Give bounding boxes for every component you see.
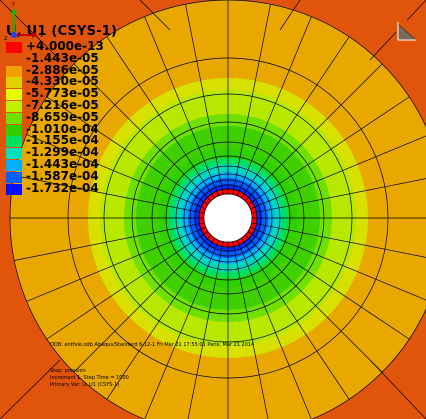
mesh-spoke — [232, 241, 269, 419]
legend-swatch — [6, 136, 22, 148]
mesh-spoke — [14, 222, 205, 261]
legend-entry: -1.155e-04 — [6, 133, 136, 148]
legend-label: -1.587e-04 — [26, 168, 99, 183]
legend-entry: -1.732e-04 — [6, 180, 136, 195]
legend-label: -1.732e-04 — [26, 180, 99, 195]
legend-swatch — [6, 183, 22, 195]
legend-entry: -1.587e-04 — [6, 168, 136, 183]
mesh-spoke — [244, 63, 383, 202]
legend-entry: -1.443e-05 — [6, 50, 136, 65]
mesh-spoke — [241, 36, 350, 199]
mesh-edge — [279, 0, 301, 31]
mesh-spoke — [144, 16, 220, 196]
legend-label: -5.773e-05 — [26, 86, 99, 101]
triad-z-label: Z — [4, 36, 8, 42]
legend-label: +4.000e-13 — [26, 39, 104, 53]
mesh-spoke — [236, 240, 312, 419]
legend-entry: -7.216e-05 — [6, 98, 136, 112]
mesh-spoke — [247, 96, 410, 205]
view-cube-icon — [396, 20, 418, 42]
mesh-spoke — [14, 175, 205, 214]
triad-x-label: X — [40, 33, 44, 39]
axis-triad-icon: Y Z X — [4, 2, 44, 42]
legend-swatch — [6, 65, 22, 77]
odb-info: ODB: entfvie.odb Abaqus/Standard 6.12-1 … — [50, 342, 255, 348]
legend-label: -1.443e-05 — [26, 50, 99, 65]
mesh-spoke — [187, 241, 224, 419]
mesh-spoke — [46, 96, 209, 205]
legend-entry: +4.000e-13 — [6, 39, 136, 53]
mesh-spoke — [26, 226, 206, 302]
mesh-spoke — [251, 222, 426, 258]
legend-swatch — [6, 42, 22, 53]
legend-label: -1.299e-04 — [26, 145, 99, 160]
mesh-spoke — [73, 63, 212, 202]
legend-swatch — [6, 89, 22, 101]
mesh-spoke — [247, 231, 410, 340]
legend-entry: -1.299e-04 — [6, 145, 136, 160]
legend-entry: -8.659e-05 — [6, 109, 136, 124]
legend-entry: -1.010e-04 — [6, 121, 136, 136]
legend-label: -4.330e-05 — [26, 74, 99, 89]
primary-var-info: Primary Var: U, U1 (CSYS-1) — [50, 382, 120, 388]
mesh-spoke — [144, 240, 220, 419]
legend-entry: -5.773e-05 — [6, 86, 136, 101]
legend-swatch — [6, 124, 22, 136]
legend-swatch — [6, 77, 22, 89]
legend-entry: -2.886e-05 — [6, 62, 136, 77]
mesh-spoke — [106, 237, 215, 400]
mesh-spoke — [106, 36, 215, 199]
mesh-spoke — [46, 231, 209, 340]
legend-swatch — [6, 148, 22, 160]
mesh-spoke — [236, 16, 312, 196]
legend-label: -2.886e-05 — [26, 62, 99, 77]
legend-swatch — [6, 53, 22, 65]
legend-entry: -1.443e-04 — [6, 157, 136, 171]
legend-label: -7.216e-05 — [26, 98, 99, 112]
mesh-spoke — [250, 135, 426, 210]
legend-label: -1.443e-04 — [26, 157, 99, 171]
legend-swatch — [6, 160, 22, 171]
mesh-spoke — [251, 178, 426, 214]
mesh-spoke — [241, 237, 350, 400]
mesh-edge — [369, 359, 426, 419]
legend-label: -1.155e-04 — [26, 133, 99, 148]
mesh-spoke — [26, 134, 206, 210]
mesh-spoke — [244, 234, 383, 373]
increment-info: Increment 1: Step Time = 1000 — [50, 375, 129, 381]
mesh-spoke — [250, 226, 426, 301]
mesh-spoke — [232, 4, 271, 195]
legend-swatch — [6, 112, 22, 124]
mesh-edge — [0, 0, 61, 61]
mesh-spoke — [73, 234, 212, 373]
step-info: Step: pression — [50, 368, 86, 374]
hole — [204, 194, 252, 242]
triad-y-label: Y — [11, 2, 16, 8]
legend-label: -1.010e-04 — [26, 121, 99, 136]
legend-entry: -4.330e-05 — [6, 74, 136, 89]
mesh-spoke — [185, 4, 224, 195]
mesh-edge — [0, 359, 61, 419]
mesh-edge — [139, 0, 171, 31]
legend-label: -8.659e-05 — [26, 109, 99, 124]
legend-swatch — [6, 171, 22, 183]
legend-swatch — [6, 101, 22, 112]
